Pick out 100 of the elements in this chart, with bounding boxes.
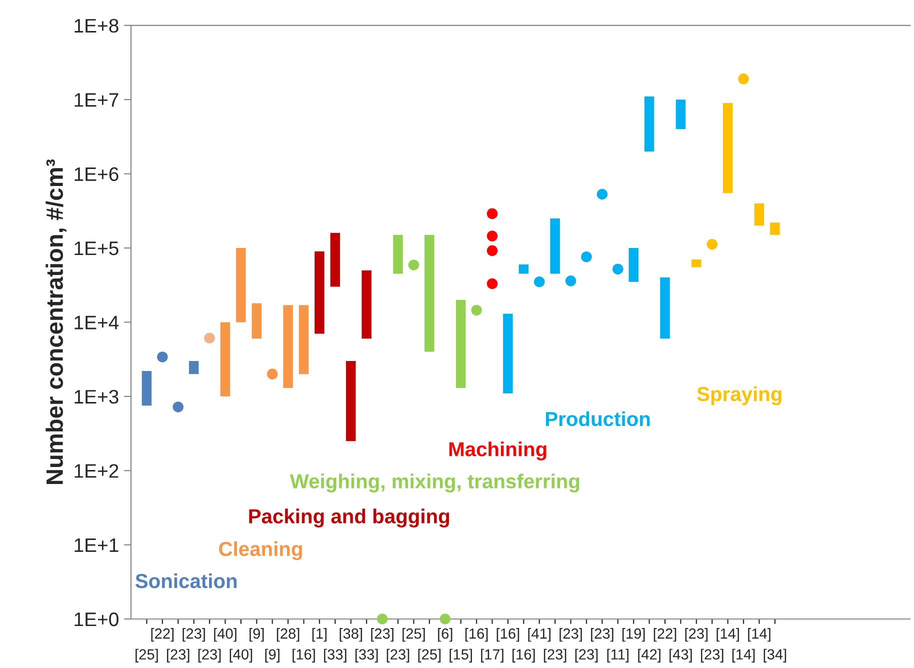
- point: [172, 402, 184, 412]
- x-tick-label: [40]: [230, 648, 252, 662]
- x-tick-label: [33]: [355, 648, 378, 662]
- y-axis-title: Number concentration, #/cm³: [46, 159, 66, 484]
- point: [266, 368, 278, 380]
- text: Cleaning: [219, 541, 302, 560]
- x-tick-label: [14]: [716, 628, 739, 642]
- x-tick-label: [25]: [418, 648, 441, 662]
- bar: [362, 270, 372, 339]
- x-tick-label: [23]: [700, 648, 724, 662]
- y-tick-label: 1E+4: [74, 316, 119, 330]
- point: [486, 230, 498, 242]
- x-tick-label: [17]: [481, 648, 504, 662]
- bar: [644, 96, 654, 152]
- point: [565, 276, 576, 286]
- x-tick-label: [23]: [575, 648, 598, 662]
- bar: [754, 203, 764, 226]
- point: [706, 238, 718, 250]
- x-tick-label: [19]: [622, 628, 645, 642]
- x-tick-label: [23]: [544, 648, 566, 662]
- point: [440, 614, 450, 624]
- x-tick-label: [16]: [512, 648, 535, 662]
- point: [471, 304, 482, 316]
- series-label: Production: [546, 411, 650, 426]
- text: Packing and bagging: [249, 508, 450, 528]
- x-tick-label: [43]: [670, 648, 692, 662]
- bar: [188, 361, 199, 374]
- x-tick-label: [16]: [465, 628, 488, 642]
- x-tick-label: [23]: [560, 628, 582, 642]
- bar: [503, 314, 513, 394]
- bar: [298, 305, 309, 374]
- bar: [142, 370, 152, 406]
- point: [157, 352, 168, 362]
- bar: [770, 222, 780, 235]
- point: [486, 245, 498, 256]
- text: Spraying: [697, 386, 782, 406]
- x-tick-label: [41]: [528, 628, 550, 642]
- bar: [236, 248, 246, 322]
- bar: [283, 305, 293, 388]
- point: [486, 208, 498, 220]
- y-tick-label: 1E+7: [74, 93, 118, 107]
- x-tick-label: [22]: [654, 628, 676, 642]
- x-tick-label: [34]: [764, 648, 786, 662]
- x-tick-label: [25]: [402, 628, 425, 642]
- text: Weighing, mixing, transferring: [290, 474, 580, 492]
- bar: [346, 361, 356, 442]
- x-tick-label: [1]: [312, 628, 327, 642]
- bar: [628, 248, 638, 282]
- x-tick-label: [42]: [638, 648, 660, 662]
- bar: [220, 322, 230, 396]
- x-tick-label: [40]: [214, 628, 236, 642]
- x-tick-label: [33]: [324, 648, 346, 662]
- bar: [393, 234, 403, 274]
- y-tick-label: 1E+3: [74, 390, 118, 404]
- x-tick-label: [16]: [292, 648, 315, 662]
- point: [486, 278, 498, 290]
- point: [204, 332, 215, 344]
- point: [376, 614, 388, 624]
- point: [738, 74, 749, 84]
- text: Sonication: [135, 573, 237, 588]
- bar: [550, 218, 560, 274]
- y-tick-label: 1E+5: [74, 242, 118, 256]
- point: [408, 260, 420, 270]
- x-tick-label: [23]: [685, 628, 708, 642]
- x-tick-label: [15]: [450, 648, 472, 662]
- x-tick-label: [16]: [496, 628, 520, 642]
- bar: [676, 100, 686, 130]
- bar: [252, 303, 262, 339]
- bar: [692, 259, 702, 268]
- x-tick-label: [23]: [182, 628, 205, 642]
- point: [612, 264, 624, 274]
- bar: [424, 234, 434, 352]
- x-tick-label: [22]: [151, 628, 174, 642]
- x-tick-label: [23]: [371, 628, 394, 642]
- x-tick-label: [11]: [607, 648, 628, 662]
- text: Machining: [449, 442, 546, 460]
- x-tick-label: [28]: [276, 628, 300, 642]
- x-tick-label: [9]: [250, 628, 264, 642]
- x-tick-label: [23]: [386, 648, 410, 662]
- y-tick-label: 1E+1: [74, 538, 118, 552]
- bar: [456, 300, 466, 388]
- point: [534, 276, 545, 288]
- bar: [660, 278, 670, 339]
- bar: [330, 232, 340, 287]
- x-tick-label: [9]: [265, 648, 280, 662]
- y-tick-label: 1E+8: [74, 18, 118, 33]
- x-tick-label: [6]: [438, 628, 452, 642]
- x-tick-label: [23]: [591, 628, 614, 642]
- bar: [722, 102, 733, 194]
- y-tick-label: 1E+6: [74, 167, 118, 182]
- point: [596, 188, 608, 200]
- x-tick-label: [23]: [198, 648, 221, 662]
- x-tick-label: [23]: [166, 648, 190, 662]
- bar: [518, 264, 529, 274]
- point: [581, 251, 592, 262]
- y-tick-label: 1E+0: [74, 612, 118, 626]
- x-tick-label: [38]: [340, 628, 362, 642]
- x-tick-label: [14]: [732, 648, 755, 662]
- x-tick-label: [25]: [136, 648, 158, 662]
- x-tick-label: [14]: [748, 628, 770, 642]
